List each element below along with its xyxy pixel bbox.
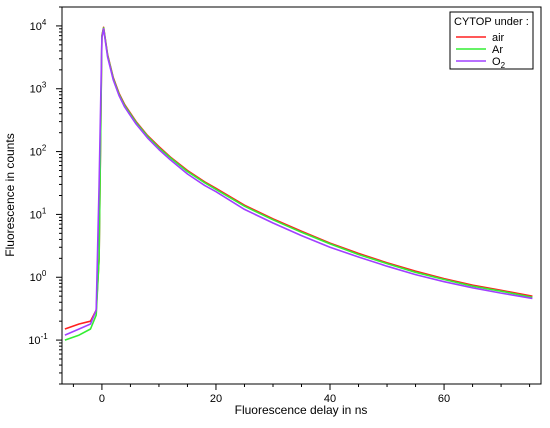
- x-axis-title: Fluorescence delay in ns: [235, 403, 368, 417]
- series-line-1: [64, 27, 533, 341]
- x-tick-label-3: 60: [438, 393, 450, 405]
- x-tick-label-0: 0: [99, 393, 105, 405]
- x-axis: 0 20 40 60: [72, 384, 531, 405]
- y-tick-label-5: 104: [30, 18, 47, 33]
- y-tick-label-3: 102: [30, 144, 47, 159]
- y-tick-label-4: 103: [30, 81, 47, 96]
- legend-label-1: Ar: [492, 44, 503, 56]
- y-axis-title: Fluorescence in counts: [3, 133, 17, 256]
- legend-label-0: air: [492, 32, 505, 44]
- x-tick-label-2: 40: [324, 393, 336, 405]
- series-line-2: [64, 27, 533, 336]
- y-tick-label-1: 100: [30, 269, 47, 284]
- y-axis: 10-1 100 101 102 103 104: [28, 6, 62, 385]
- legend-label-2: O2: [492, 56, 506, 70]
- legend-title: CYTOP under :: [454, 16, 529, 28]
- x-tick-label-1: 20: [210, 393, 222, 405]
- legend-box: [449, 11, 534, 70]
- y-tick-label-0: 10-1: [28, 332, 48, 347]
- series-layer: [64, 26, 533, 341]
- y-tick-label-2: 101: [30, 206, 47, 221]
